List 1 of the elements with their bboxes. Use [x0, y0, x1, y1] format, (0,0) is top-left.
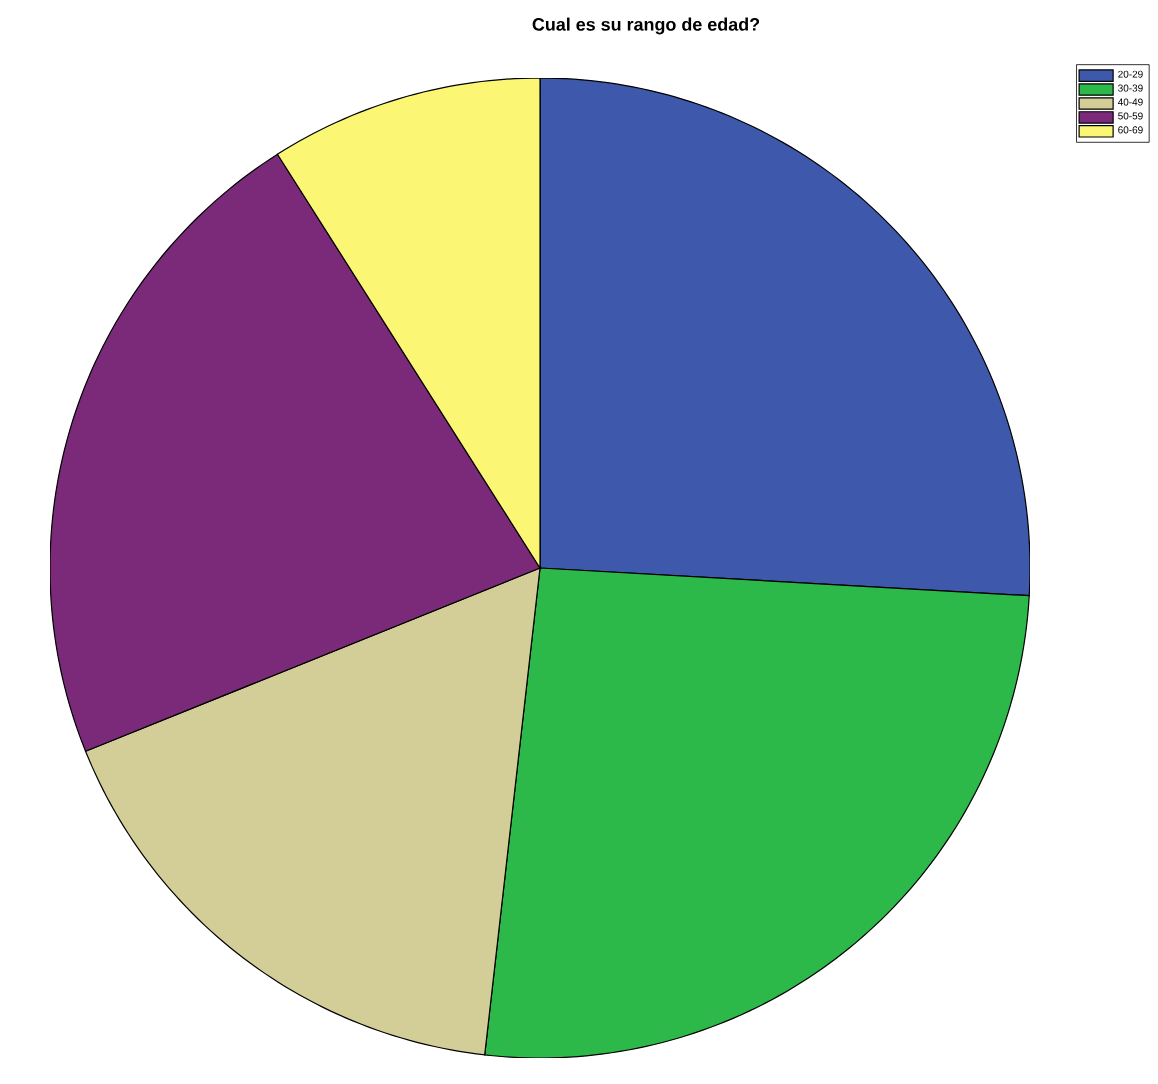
chart-title: Cual es su rango de edad? [532, 17, 760, 35]
